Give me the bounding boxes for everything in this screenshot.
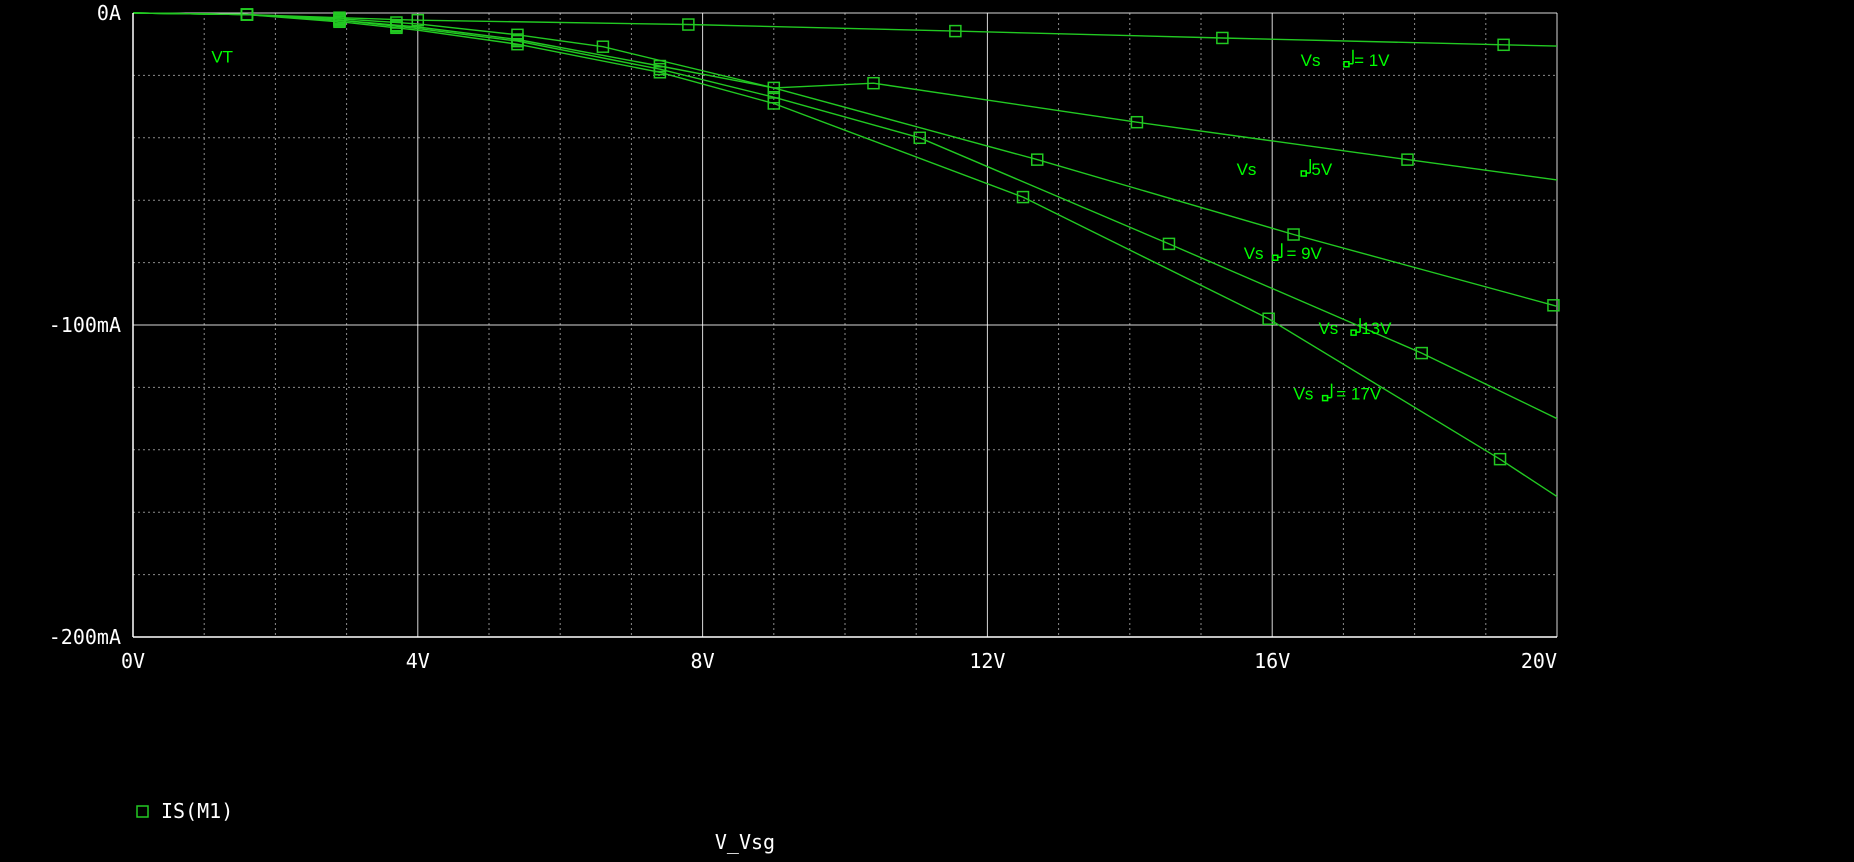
data-point-marker	[1016, 190, 1030, 204]
x-tick-label: 20V	[1521, 649, 1557, 673]
data-point-marker	[596, 40, 610, 53]
probe-marker-icon	[1321, 383, 1333, 402]
annotations: VT Vs = 1V Vs 5V Vs = 9V Vs 13V Vs = 17V	[211, 48, 1392, 404]
series-line	[132, 12, 1558, 420]
y-tick-label: 0A	[97, 1, 121, 25]
data-point-marker	[653, 66, 667, 79]
data-point-marker	[1162, 237, 1176, 251]
probe-marker-icon	[1350, 318, 1361, 336]
data-point-marker	[949, 24, 962, 38]
annotation-label: = 1V	[1354, 51, 1390, 70]
probe-marker-icon	[1272, 243, 1283, 261]
data-point-marker	[1401, 153, 1414, 166]
x-axis-title: V_Vsg	[715, 830, 775, 854]
legend: IS(M1)	[136, 799, 233, 823]
annotation-label: Vs	[1237, 160, 1257, 179]
data-point-marker	[1216, 31, 1229, 45]
probe-marker-icon	[1300, 159, 1311, 177]
data-point-marker	[867, 76, 880, 90]
x-tick-label: 16V	[1254, 649, 1290, 673]
annotation-label: 13V	[1361, 319, 1392, 338]
data-point-marker	[390, 21, 403, 35]
data-point-marker	[1497, 38, 1510, 52]
data-point-marker	[767, 81, 781, 95]
grid	[132, 12, 1558, 638]
y-tick-label: -100mA	[49, 313, 121, 337]
data-point-marker	[682, 18, 695, 31]
annotation-label: Vs	[1244, 244, 1264, 263]
data-point-marker	[333, 15, 346, 29]
x-tick-label: 0V	[121, 649, 145, 673]
annotation-label: Vs	[1318, 319, 1338, 338]
data-point-marker	[1493, 452, 1507, 466]
data-point-marker	[1287, 228, 1300, 241]
data-point-marker	[1130, 115, 1144, 129]
legend-label: IS(M1)	[161, 799, 233, 823]
probe-marker-icon	[1343, 49, 1354, 68]
series-markers	[240, 8, 1560, 466]
series-traces	[132, 12, 1558, 498]
data-point-marker	[1547, 299, 1560, 312]
x-tick-label: 12V	[969, 649, 1005, 673]
series-line	[132, 12, 1558, 498]
annotation-label: VT	[211, 48, 233, 67]
data-point-marker	[511, 37, 524, 51]
x-tick-label: 8V	[691, 649, 715, 673]
annotation-label: Vs	[1294, 385, 1314, 404]
data-point-marker	[767, 97, 781, 110]
data-point-marker	[411, 13, 425, 27]
axes: 0V 4V 8V 12V 16V 20V 0A -100mA -200mA V_Vsg	[49, 1, 1557, 854]
data-point-marker	[240, 8, 254, 21]
series-line	[132, 12, 1558, 181]
data-point-marker	[1415, 346, 1428, 360]
legend-marker-square	[136, 805, 149, 818]
annotation-label: Vs	[1301, 51, 1321, 70]
data-point-marker	[1030, 153, 1044, 166]
data-point-marker	[913, 131, 927, 145]
data-point-marker	[1262, 312, 1275, 326]
annotation-label: = 9V	[1286, 244, 1322, 263]
y-tick-label: -200mA	[49, 625, 121, 649]
annotation-label: = 17V	[1336, 385, 1382, 404]
annotation-label: 5V	[1311, 160, 1332, 179]
x-tick-label: 4V	[406, 649, 430, 673]
